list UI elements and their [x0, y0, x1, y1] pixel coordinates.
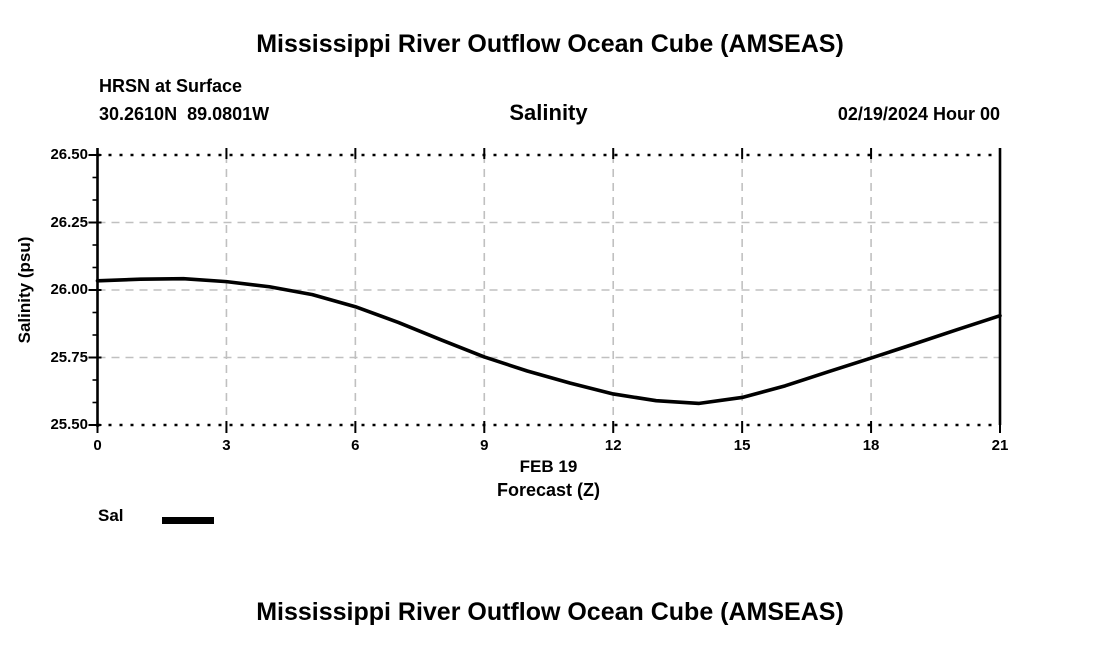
- x-tick-label: 18: [862, 437, 880, 454]
- y-tick-label: 25.75: [50, 348, 88, 366]
- page-title: Mississippi River Outflow Ocean Cube (AM…: [256, 30, 844, 58]
- station-coordinates-label: 30.2610N 89.0801W: [99, 104, 270, 124]
- x-axis-date-label: FEB 19: [519, 457, 578, 476]
- x-tick-label: 9: [480, 437, 489, 454]
- x-tick-label: 21: [991, 437, 1009, 454]
- series-line-Sal: [95, 276, 1002, 406]
- legend-series-label: Sal: [98, 506, 124, 525]
- x-tick-label: 3: [222, 437, 231, 454]
- legend-line-swatch: [162, 517, 214, 524]
- station-name-label: HRSN at Surface: [99, 76, 243, 96]
- x-tick-label: 12: [604, 437, 622, 454]
- y-tick-label: 26.25: [50, 213, 88, 231]
- x-axis-forecast-label: Forecast (Z): [496, 480, 601, 500]
- y-tick-label: 25.50: [50, 416, 88, 433]
- chart-variable-title: Salinity: [509, 100, 588, 125]
- x-tick-label: 0: [93, 437, 102, 454]
- forecast-datetime-label: 02/19/2024 Hour 00: [837, 104, 1000, 124]
- y-tick-label: 26.50: [50, 146, 88, 163]
- y-tick-label: 26.00: [50, 281, 88, 298]
- footer-title: Mississippi River Outflow Ocean Cube (AM…: [256, 598, 844, 626]
- x-tick-label: 6: [351, 437, 360, 454]
- x-tick-label: 15: [733, 437, 751, 454]
